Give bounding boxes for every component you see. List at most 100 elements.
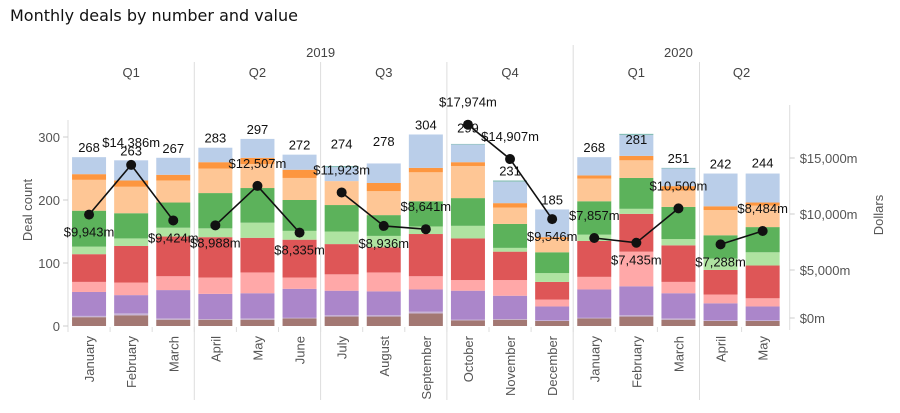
bar-segment (366, 316, 401, 326)
bar-segment (240, 318, 275, 320)
bar-segment (745, 173, 780, 203)
bar-segment (450, 320, 485, 326)
bar-segment (661, 318, 696, 320)
dollar-point (210, 220, 221, 231)
bar-segment (72, 246, 107, 255)
bar-segment (535, 320, 570, 326)
bar-segment (745, 306, 780, 321)
bar-segment (661, 245, 696, 282)
bar-segment (282, 177, 317, 200)
bar-segment (408, 289, 443, 312)
bar-segment (366, 235, 401, 248)
x-tick-label: January (82, 336, 97, 383)
bar-segment (703, 320, 738, 321)
x-tick-label: September (419, 335, 434, 399)
bar-segment (577, 317, 612, 319)
bar-segment (745, 320, 780, 321)
bar-segment (661, 281, 696, 294)
bar-segment (450, 290, 485, 320)
bar-segment (619, 251, 654, 287)
bar-segment (72, 174, 107, 180)
bar-segment (493, 207, 528, 224)
x-tick-label: April (208, 336, 223, 362)
bar-segment (72, 179, 107, 211)
bar-segment (408, 134, 443, 168)
bar-segment (114, 245, 149, 283)
dollar-point (505, 154, 516, 165)
bar-segment (408, 313, 443, 326)
bar-segment (198, 319, 233, 320)
x-tick-label: April (714, 336, 729, 362)
bar-segment (493, 319, 528, 326)
chart-title: Monthly deals by number and value (10, 6, 298, 25)
bar-segment (240, 293, 275, 319)
bar-segment (745, 202, 780, 206)
bar-segment (366, 247, 401, 273)
bar-segment (493, 223, 528, 248)
x-tick-label: March (166, 336, 181, 372)
right-tick-label: $15,000m (800, 151, 858, 166)
total-label: 251 (668, 151, 690, 166)
bar-segment (661, 319, 696, 326)
bar-segment (324, 165, 359, 168)
bar-segment (114, 186, 149, 214)
bar-segment (535, 273, 570, 282)
bar-segment (450, 143, 485, 145)
bar-segment (72, 254, 107, 282)
quarter-label: Q3 (375, 65, 392, 80)
bar-segment (408, 167, 443, 173)
bar-segment (493, 181, 528, 204)
bar-segment (577, 175, 612, 179)
dollar-point (547, 214, 558, 225)
bar-segment (703, 206, 738, 211)
bar-segment (324, 205, 359, 232)
bar-segment (577, 276, 612, 290)
bar-segment (493, 247, 528, 252)
bar-segment (450, 238, 485, 281)
bar-segment (282, 239, 317, 278)
bar-segment (72, 281, 107, 292)
bar-segment (114, 238, 149, 246)
total-label: 263 (120, 143, 142, 158)
dollar-point (462, 119, 473, 130)
bar-segment (493, 180, 528, 182)
right-tick-label: $10,000m (800, 207, 858, 222)
bar-segment (282, 200, 317, 231)
x-tick-label: June (293, 336, 308, 364)
dollar-point (673, 203, 684, 214)
dollar-point (715, 239, 726, 250)
bar-segment (72, 315, 107, 318)
bar-segment (408, 311, 443, 314)
bar-segment (661, 167, 696, 169)
dollar-label: $11,923m (313, 162, 370, 177)
total-label: 304 (415, 117, 437, 132)
bar-segment (198, 168, 233, 194)
x-tick-label: May (756, 336, 771, 361)
bar-segment (282, 317, 317, 319)
total-label: 274 (331, 136, 353, 151)
bar-segment (366, 272, 401, 292)
dollar-point (336, 187, 347, 198)
bar-segment (703, 258, 738, 270)
x-tick-label: October (461, 335, 476, 382)
bar-segment (535, 281, 570, 300)
bar-segment (282, 318, 317, 326)
dollar-label: $10,500m (650, 178, 708, 193)
dollar-label: $17,974m (439, 95, 497, 110)
bar-segment (703, 210, 738, 236)
bar-segment (240, 319, 275, 326)
bar-segment (745, 298, 780, 307)
bar-segment (72, 157, 107, 175)
bar-segment (493, 251, 528, 281)
bar-segment (366, 191, 401, 216)
bar-segment (577, 318, 612, 326)
dollar-label: $9,546m (527, 229, 578, 244)
quarter-label: Q1 (122, 65, 139, 80)
bar-segment (114, 282, 149, 296)
bar-segment (535, 252, 570, 274)
bar-segment (282, 169, 317, 178)
bar-segment (450, 319, 485, 321)
dollar-point (84, 209, 95, 220)
dollar-label: $12,507m (229, 156, 287, 171)
x-tick-label: January (587, 336, 602, 383)
